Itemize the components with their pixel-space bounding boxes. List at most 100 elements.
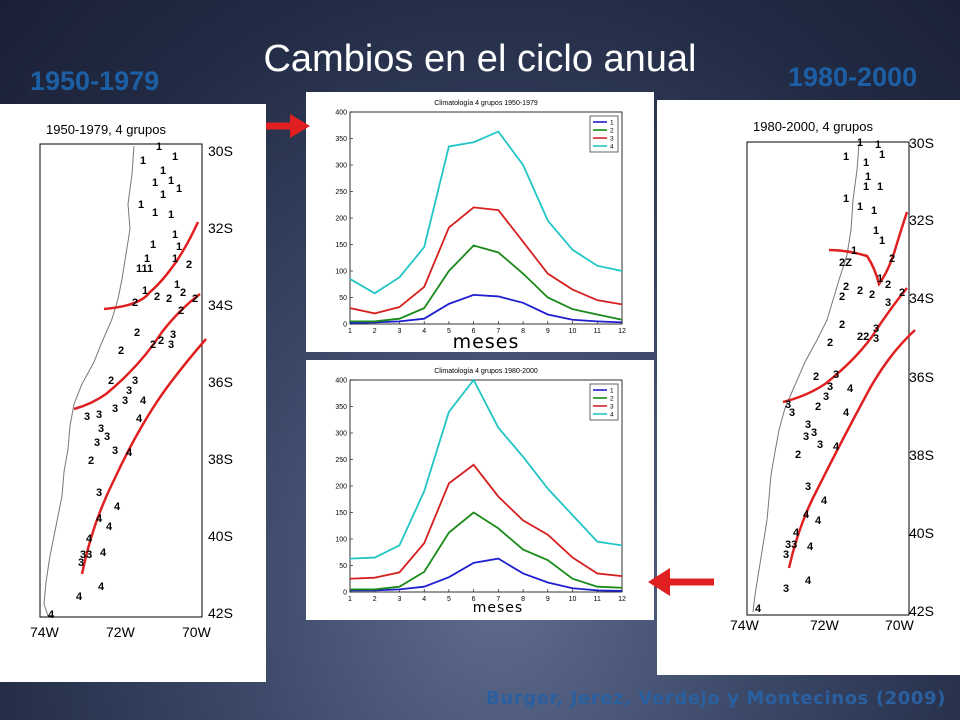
group-boundary-3-4 (787, 329, 916, 569)
y-axis-ticks: 0 50 100 150 200 250 300 350 400 (335, 110, 353, 329)
lat-label-32S: 32S (208, 220, 233, 236)
series-line-2 (350, 511, 623, 591)
legend-label-2: 2 (610, 396, 614, 403)
y-tick-label: 100 (335, 537, 347, 544)
svg-text:3: 3 (873, 333, 879, 345)
svg-text:4: 4 (126, 447, 133, 459)
chart-panel-1980-2000: Climatología 4 grupos 1980-2000 0 50 100 15… (306, 360, 654, 620)
y-tick-label: 250 (335, 457, 347, 464)
svg-text:1: 1 (877, 273, 883, 285)
y-tick-label: 250 (335, 189, 347, 196)
svg-text:2: 2 (158, 335, 164, 347)
group-boundary-2-3 (782, 287, 908, 404)
svg-text:3: 3 (783, 549, 789, 561)
svg-text:1: 1 (144, 253, 150, 265)
svg-text:1: 1 (857, 201, 863, 213)
svg-text:3: 3 (785, 399, 791, 411)
y-tick-label: 50 (339, 295, 347, 302)
svg-text:2: 2 (857, 285, 863, 297)
svg-text:4: 4 (843, 407, 850, 419)
svg-text:1: 1 (871, 205, 877, 217)
svg-text:1: 1 (138, 199, 144, 211)
x-tick-label: 1 (348, 596, 352, 603)
chart-panel-1950-1979: Climatología 4 grupos 1950-1979 0 50 100 15… (306, 92, 654, 353)
lat-label-30S: 30S (909, 135, 934, 151)
svg-text:2: 2 (889, 253, 895, 265)
svg-text:1: 1 (150, 239, 156, 251)
svg-text:4: 4 (793, 527, 800, 539)
svg-text:3: 3 (96, 487, 102, 499)
x-tick-label: 6 (472, 596, 476, 603)
svg-text:1: 1 (168, 209, 174, 221)
svg-text:1: 1 (156, 141, 162, 153)
series-line-1 (349, 293, 623, 324)
series-line-4 (349, 130, 623, 295)
svg-text:2: 2 (118, 345, 124, 357)
group-boundary-1-2 (103, 221, 200, 311)
legend-label-3: 3 (610, 404, 614, 411)
svg-text:2: 2 (108, 375, 114, 387)
citation: Burger, Jerez, Verdejo y Montecinos (200… (486, 688, 946, 709)
svg-text:1: 1 (857, 137, 863, 149)
lon-label-72W: 72W (810, 617, 840, 633)
series-line-1 (350, 557, 623, 592)
chart-climatologia-1980-2000: Climatología 4 grupos 1980-2000 05010015… (335, 368, 626, 616)
svg-text:2: 2 (166, 293, 172, 305)
svg-text:4: 4 (803, 509, 810, 521)
svg-text:4: 4 (76, 591, 83, 603)
x-tick-label: 3 (398, 328, 402, 335)
svg-text:1: 1 (160, 189, 166, 201)
svg-text:1: 1 (877, 181, 883, 193)
lat-label-40S: 40S (909, 525, 934, 541)
chart-title: Climatología 4 grupos 1950-1979 (434, 100, 538, 107)
svg-text:3: 3 (126, 385, 132, 397)
lon-label-70W: 70W (885, 617, 915, 633)
svg-text:2: 2 (178, 305, 184, 317)
svg-text:111: 111 (136, 263, 153, 275)
y-tick-label: 100 (335, 269, 347, 276)
x-tick-label: 12 (618, 328, 626, 335)
svg-text:2Z: 2Z (839, 257, 852, 269)
chart-title: Climatología 4 grupos 1980-2000 (434, 368, 538, 375)
x-tick-label: 11 (594, 596, 601, 603)
svg-text:2: 2 (827, 337, 833, 349)
series-lines (349, 378, 623, 592)
y-tick-label: 150 (335, 242, 347, 249)
x-axis-ticks: 1 2 3 4 5 6 7 8 9 10 11 12 (348, 589, 626, 603)
svg-text:1: 1 (172, 253, 178, 265)
svg-text:2: 2 (186, 259, 192, 271)
x-tick-label: 3 (398, 596, 402, 603)
svg-text:4: 4 (106, 521, 113, 533)
period-label-left: 1950-1979 (30, 66, 160, 96)
map-title: 1980-2000, 4 grupos (753, 119, 873, 134)
lat-label-38S: 38S (909, 447, 934, 463)
x-tick-label: 10 (569, 596, 577, 603)
svg-text:1: 1 (142, 285, 148, 297)
map-1980-2000: 1980-2000, 4 grupos 30S 32S 34S 36S 38S … (730, 119, 934, 633)
svg-text:3: 3 (803, 431, 809, 443)
svg-text:1: 1 (140, 155, 146, 167)
svg-text:1: 1 (875, 139, 881, 151)
svg-text:4: 4 (815, 515, 822, 527)
svg-text:3: 3 (78, 557, 84, 569)
svg-text:4: 4 (48, 609, 55, 621)
x-tick-label: 4 (422, 596, 426, 603)
svg-text:3: 3 (104, 431, 110, 443)
svg-text:4: 4 (136, 413, 143, 425)
lon-label-74W: 74W (730, 617, 760, 633)
svg-text:1: 1 (851, 245, 857, 257)
y-axis-ticks: 0 50 100 150 200 250 300 350 400 (335, 378, 353, 597)
svg-text:2: 2 (180, 287, 186, 299)
svg-text:3: 3 (811, 427, 817, 439)
lat-label-36S: 36S (208, 374, 233, 390)
svg-text:1: 1 (168, 175, 174, 187)
svg-text:4: 4 (821, 495, 828, 507)
svg-text:3: 3 (122, 395, 128, 407)
svg-text:3: 3 (132, 375, 138, 387)
group-boundary-2-3 (73, 293, 201, 411)
svg-text:4: 4 (807, 541, 814, 553)
x-tick-label: 10 (569, 328, 577, 335)
svg-text:2: 2 (815, 401, 821, 413)
svg-text:3: 3 (96, 409, 102, 421)
legend-label-2: 2 (610, 128, 614, 135)
